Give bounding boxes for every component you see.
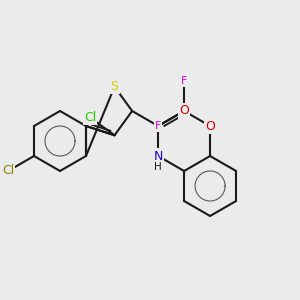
Text: N: N <box>153 149 163 163</box>
Text: O: O <box>205 119 215 133</box>
Text: S: S <box>110 80 118 93</box>
Text: H: H <box>154 161 162 172</box>
Text: Cl: Cl <box>84 111 96 124</box>
Text: O: O <box>179 104 189 118</box>
Text: F: F <box>181 76 187 86</box>
Text: F: F <box>155 121 161 131</box>
Text: Cl: Cl <box>2 164 14 178</box>
